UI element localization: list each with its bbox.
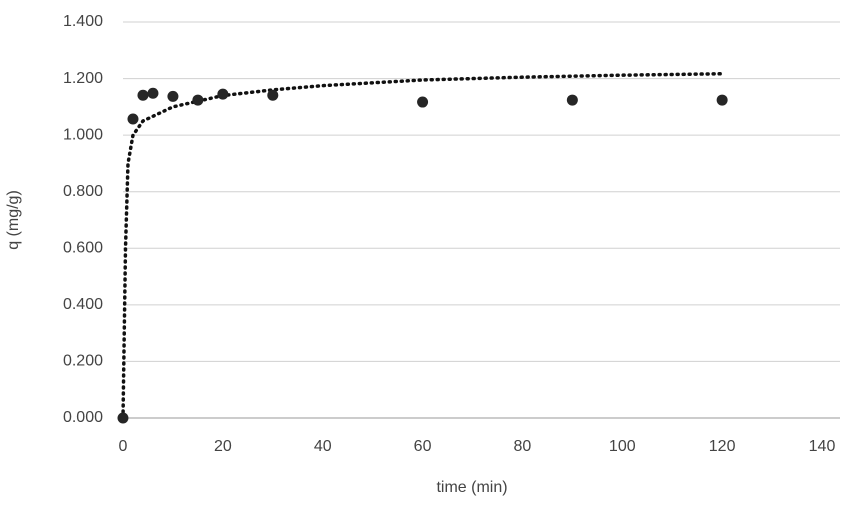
x-axis-label: time (min) xyxy=(436,479,507,496)
data-point xyxy=(118,413,129,424)
data-point xyxy=(567,95,578,106)
x-tick-label: 20 xyxy=(214,438,232,455)
data-point xyxy=(127,114,138,125)
trend-line xyxy=(123,74,722,418)
y-tick-label: 0.200 xyxy=(63,353,103,370)
y-tick-label: 1.200 xyxy=(63,70,103,87)
x-tick-label: 100 xyxy=(609,438,636,455)
y-tick-label: 0.800 xyxy=(63,183,103,200)
data-point xyxy=(267,90,278,101)
x-tick-label: 140 xyxy=(809,438,836,455)
data-point xyxy=(717,95,728,106)
x-tick-label: 120 xyxy=(709,438,736,455)
y-axis-label: q (mg/g) xyxy=(5,190,22,250)
y-tick-label: 0.400 xyxy=(63,296,103,313)
x-tick-label: 0 xyxy=(119,438,128,455)
y-tick-label: 1.000 xyxy=(63,126,103,143)
data-point xyxy=(417,97,428,108)
data-point xyxy=(137,90,148,101)
chart: time (min) q (mg/g) 0.000 0.200 0.400 0.600… xyxy=(0,0,847,509)
x-tick-label: 40 xyxy=(314,438,332,455)
y-tick-label: 0.600 xyxy=(63,240,103,257)
data-point xyxy=(217,89,228,100)
data-point xyxy=(192,95,203,106)
x-tick-label: 80 xyxy=(514,438,532,455)
data-point xyxy=(147,88,158,99)
y-tick-label: 0.000 xyxy=(63,409,103,426)
x-tick-label: 60 xyxy=(414,438,432,455)
data-point xyxy=(167,91,178,102)
y-tick-label: 1.400 xyxy=(63,13,103,30)
